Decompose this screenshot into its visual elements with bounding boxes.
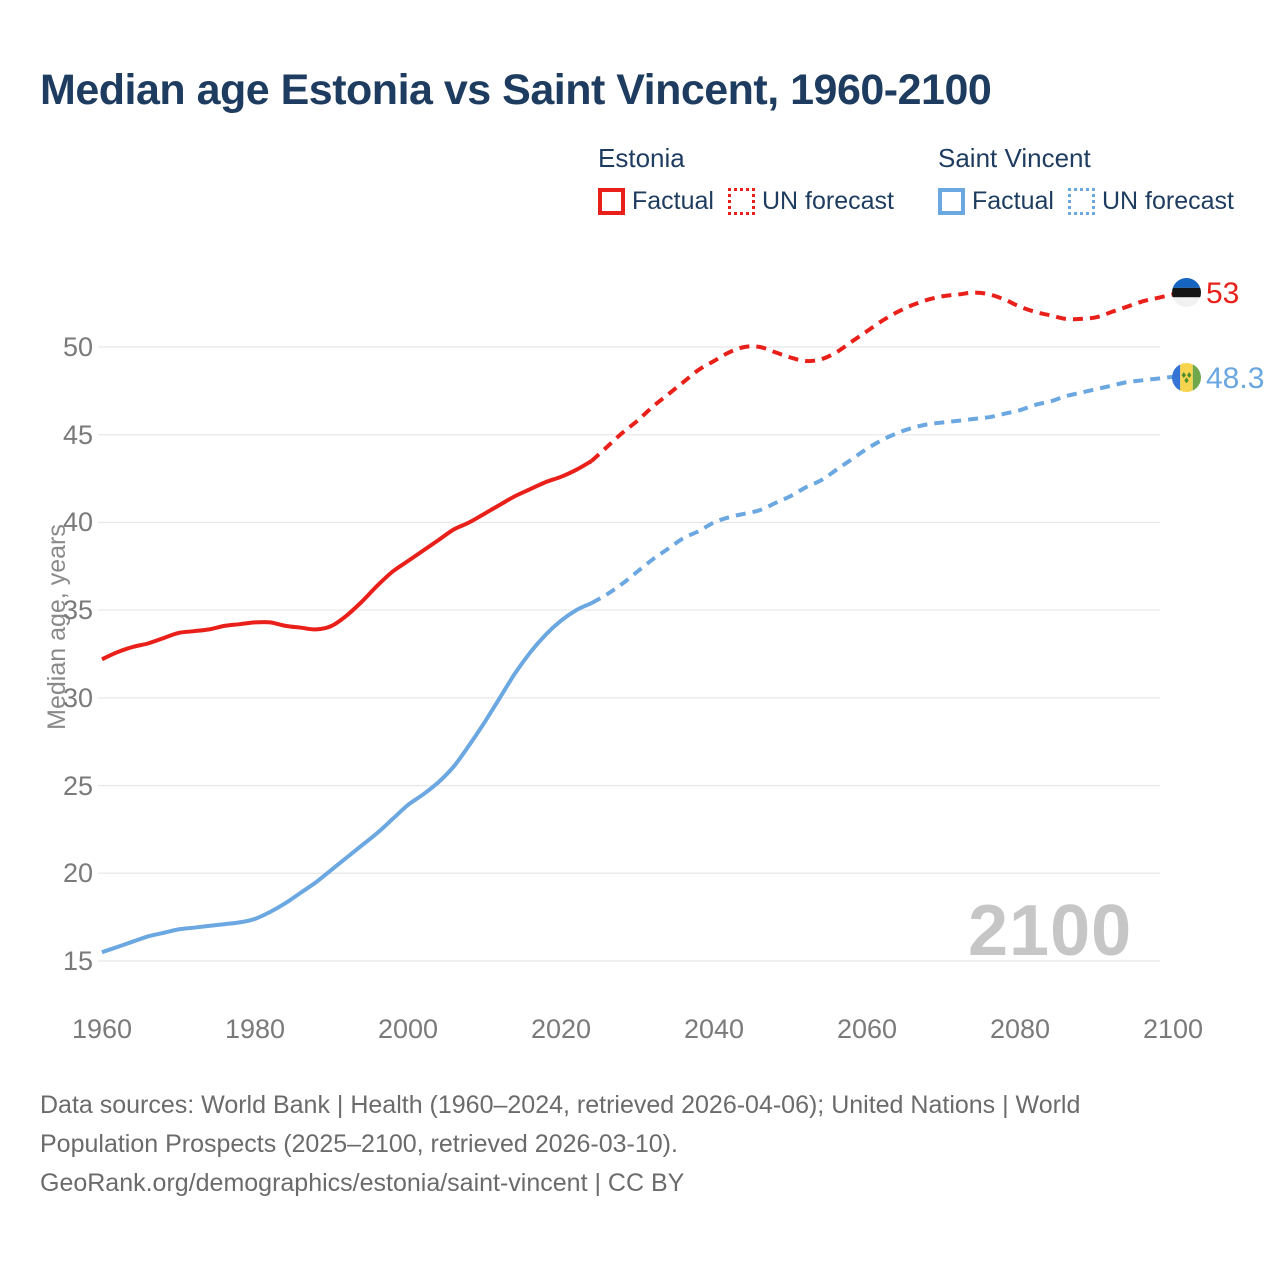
- estonia-end-value: 53: [1206, 277, 1240, 310]
- x-tick-label: 2040: [683, 1014, 745, 1044]
- saint-vincent-factual-swatch-icon: [938, 187, 965, 215]
- x-tick-label: 2000: [377, 1014, 439, 1044]
- y-tick-label: 50: [62, 332, 93, 362]
- legend-label: Factual: [972, 186, 1054, 215]
- x-tick-label: 2060: [836, 1014, 898, 1044]
- footer-sources-line2: Population Prospects (2025–2100, retriev…: [40, 1130, 678, 1158]
- saint-vincent-flag-icon: [1172, 363, 1201, 392]
- estonia-factual-line: [101, 459, 593, 662]
- saint-vincent-end-value: 48.3: [1206, 362, 1265, 395]
- y-tick-label: 45: [62, 419, 93, 450]
- legend-group-saint-vincent: Saint Vincent Factual UN forecast: [938, 143, 1234, 215]
- legend-group-title: Saint Vincent: [938, 143, 1091, 173]
- legend-group-title: Estonia: [598, 143, 685, 173]
- legend-row: Factual UN forecast: [598, 187, 894, 215]
- saint-vincent-forecast-line: [590, 374, 1174, 605]
- estonia-flag-icon: [1172, 278, 1201, 307]
- y-tick-label: 20: [62, 858, 93, 889]
- footer: Data sources: World Bank | Health (1960–…: [40, 1086, 1080, 1203]
- y-tick-label: 40: [62, 507, 93, 538]
- x-tick-label: 2080: [989, 1014, 1051, 1044]
- chart-title: Median age Estonia vs Saint Vincent, 196…: [40, 66, 992, 114]
- legend-label: UN forecast: [1101, 186, 1234, 215]
- legend-label: Factual: [632, 186, 714, 215]
- y-tick-label: 30: [62, 682, 93, 713]
- x-tick-label: 2020: [530, 1014, 592, 1044]
- legend-row: Factual UN forecast: [938, 187, 1234, 215]
- y-tick-label: 15: [62, 946, 93, 976]
- legend-label: UN forecast: [761, 186, 894, 215]
- estonia-forecast-line: [590, 290, 1174, 463]
- x-tick-label: 1960: [71, 1014, 133, 1044]
- x-tick-label: 2100: [1142, 1014, 1204, 1044]
- footer-sources-line1: Data sources: World Bank | Health (1960–…: [40, 1091, 1081, 1119]
- y-tick-label: 25: [62, 770, 93, 801]
- saint-vincent-factual-line: [101, 601, 593, 955]
- footer-attribution: GeoRank.org/demographics/estonia/saint-v…: [40, 1169, 685, 1197]
- x-tick-label: 1980: [224, 1014, 286, 1044]
- estonia-forecast-swatch-icon: [727, 187, 755, 215]
- saint-vincent-forecast-swatch-icon: [1067, 187, 1095, 215]
- estonia-factual-swatch-icon: [598, 187, 625, 215]
- legend-group-estonia: Estonia Factual UN forecast: [598, 143, 894, 215]
- y-tick-label: 35: [62, 595, 93, 626]
- watermark-year: 2100: [968, 891, 1133, 971]
